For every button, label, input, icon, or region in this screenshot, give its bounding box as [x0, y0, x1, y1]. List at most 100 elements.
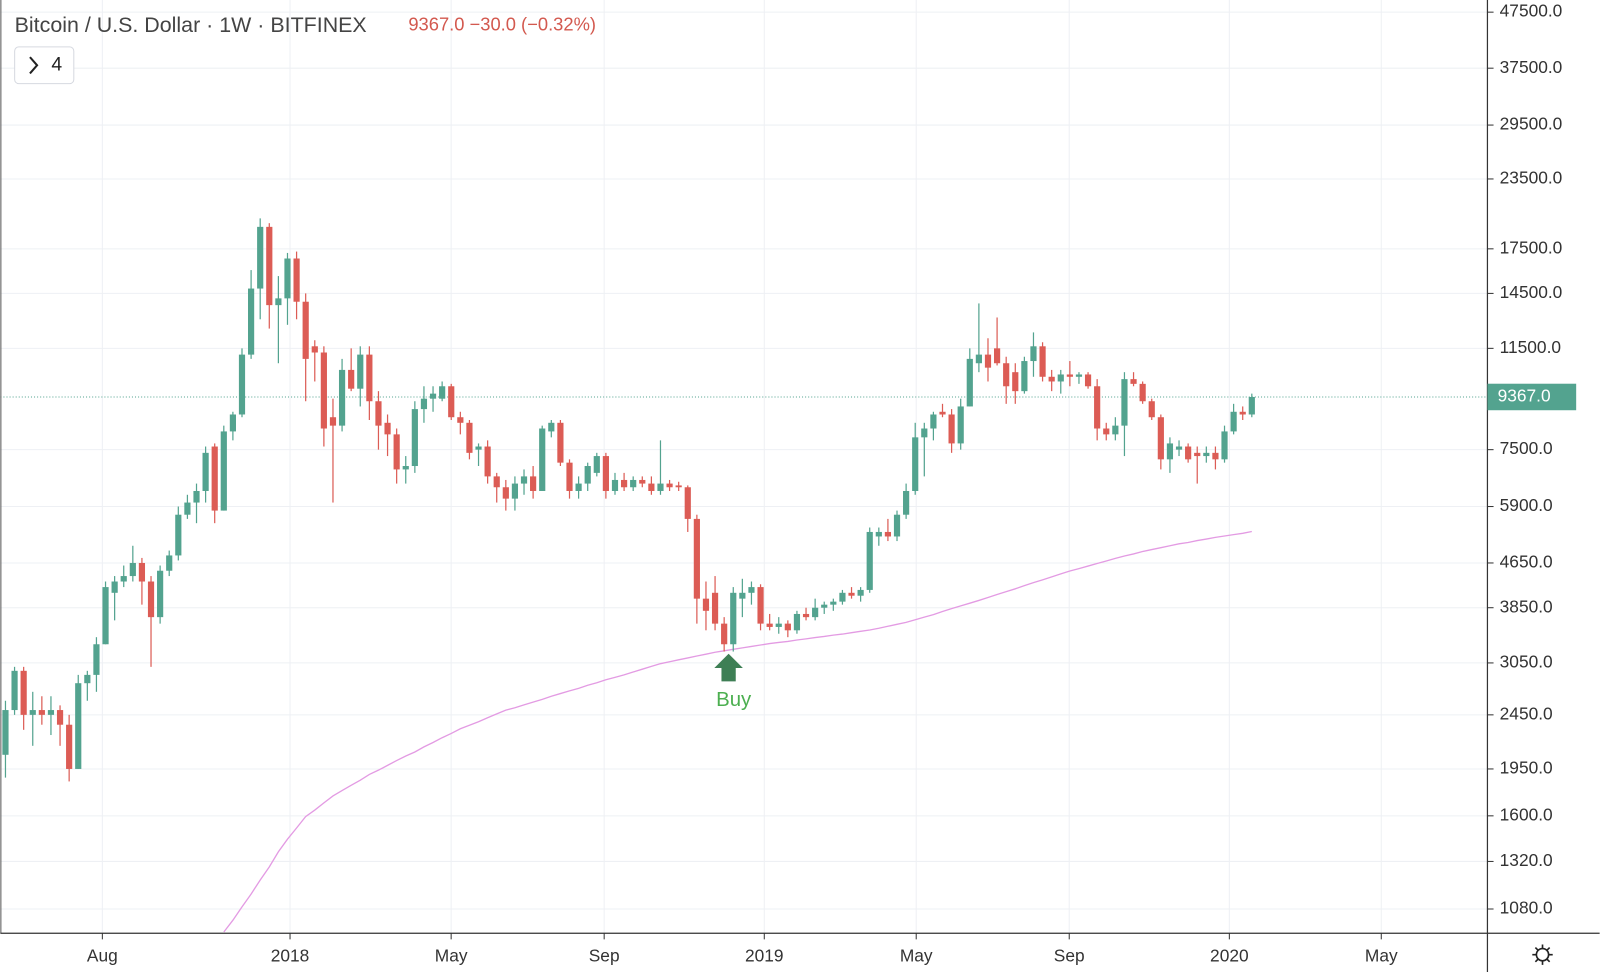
candle-body [211, 446, 218, 511]
candle-body [857, 589, 864, 596]
x-tick-label: 2020 [1210, 945, 1249, 965]
y-tick-label: 37500.0 [1500, 57, 1563, 77]
candle-body [557, 422, 564, 463]
candle-body [1166, 443, 1174, 460]
candle-body [238, 354, 246, 415]
candle-body [921, 428, 928, 438]
candle-body [1039, 346, 1046, 377]
candle-body [1175, 446, 1183, 450]
candle-body [930, 414, 937, 429]
candle-body [402, 466, 409, 470]
candle-body [375, 401, 382, 426]
settings-icon[interactable] [1532, 944, 1553, 965]
candle-body [20, 670, 27, 715]
candle-body [802, 613, 810, 618]
candle-body [1248, 396, 1255, 415]
candle-body [466, 422, 473, 453]
candle-body [511, 483, 519, 499]
y-tick-label: 1600.0 [1500, 804, 1553, 824]
candle-body [448, 386, 455, 418]
candle-body [266, 226, 273, 306]
y-tick-label: 17500.0 [1500, 237, 1563, 257]
candle-body [1221, 431, 1228, 460]
candles [2, 218, 1255, 782]
candle-body [1157, 417, 1164, 460]
candle-body [866, 531, 873, 590]
candle-body [784, 623, 791, 631]
candle-body [348, 369, 355, 389]
candle-body [102, 587, 109, 645]
candle-body [66, 724, 73, 769]
candle-body [884, 531, 892, 537]
indicators-button[interactable]: 4 [14, 46, 75, 85]
candle-body [1103, 428, 1110, 435]
candle-body [675, 485, 682, 488]
annotation-text: Buy [716, 689, 752, 711]
candle-body [1112, 425, 1119, 435]
y-tick-label: 7500.0 [1500, 438, 1553, 458]
candle-body [411, 409, 418, 467]
y-tick-label: 1080.0 [1500, 898, 1553, 918]
candle-body [120, 576, 127, 582]
candle-body [693, 518, 700, 599]
candle-body [229, 414, 236, 432]
candle-body [766, 623, 773, 627]
candle-body [502, 487, 509, 499]
candle-body [984, 354, 992, 368]
candle-body [748, 587, 755, 593]
candle-body [202, 452, 209, 491]
candle-body [338, 369, 346, 426]
candle-body [730, 592, 737, 645]
candle-body [1239, 411, 1246, 415]
candle-body [1057, 374, 1064, 382]
candle-body [1048, 376, 1055, 382]
candle-body [602, 456, 609, 491]
candle-body [539, 428, 546, 491]
candle-body [29, 710, 36, 715]
last-price-box [1487, 383, 1577, 411]
y-tick-label: 3850.0 [1500, 596, 1553, 616]
candle-body [893, 514, 901, 537]
candle-body [1094, 386, 1101, 429]
candle-body [11, 670, 18, 711]
candle-body [302, 301, 309, 359]
candle-body [129, 562, 136, 577]
candle-body [939, 411, 946, 415]
candle-body [1012, 372, 1019, 392]
candle-body [721, 623, 728, 645]
candle-body [175, 514, 182, 556]
y-tick-label: 1320.0 [1500, 850, 1553, 870]
candle-body [284, 258, 291, 299]
y-tick-label: 5900.0 [1500, 495, 1553, 515]
candle-body [47, 710, 55, 715]
candle-body [775, 623, 782, 627]
candle-body [493, 476, 500, 488]
y-tick-label: 2450.0 [1500, 703, 1553, 723]
y-tick-label: 4650.0 [1500, 552, 1553, 572]
y-tick-label: 47500.0 [1500, 1, 1563, 21]
candle-body [1121, 379, 1128, 426]
quote: 9367.0 −30.0 (−0.32%) [408, 13, 596, 34]
indicator-count: 4 [51, 53, 62, 75]
candle-body [611, 479, 619, 491]
candle-body [1084, 374, 1092, 387]
candle-body [993, 348, 1001, 364]
candle-body [84, 674, 91, 684]
ma-line [223, 530, 1252, 933]
candle-body [111, 581, 118, 593]
candle-body [666, 483, 673, 488]
candle-body [357, 354, 364, 389]
candle-body [439, 386, 446, 399]
candle-body [593, 456, 600, 473]
candle-body [429, 393, 437, 399]
candle-body [648, 483, 655, 491]
gear-teeth [1532, 944, 1553, 965]
candle-body [520, 476, 528, 484]
candle-body [875, 531, 882, 537]
candle-body [639, 479, 646, 484]
button-frame[interactable] [14, 46, 75, 85]
last-price-label: 9367.0 [1498, 386, 1551, 406]
candle-body [329, 417, 337, 426]
